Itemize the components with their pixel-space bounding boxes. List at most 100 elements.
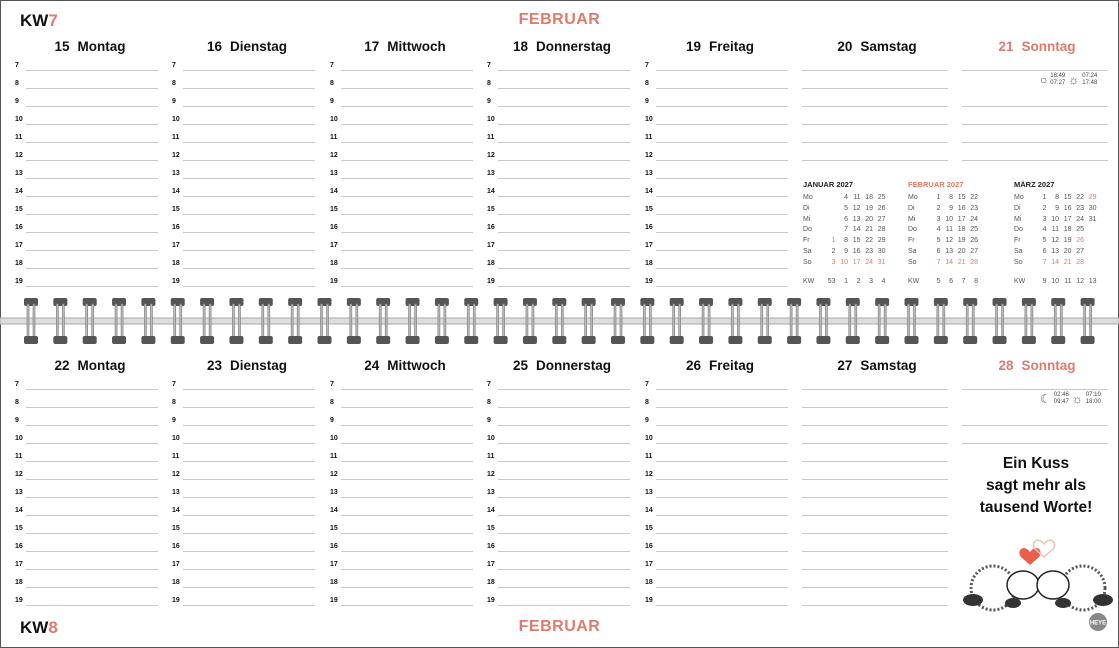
time-slot-line[interactable] bbox=[341, 214, 473, 215]
time-slot-line[interactable] bbox=[656, 160, 788, 161]
note-line[interactable] bbox=[802, 569, 948, 570]
date-cell[interactable]: 27 bbox=[1076, 247, 1084, 255]
note-line[interactable] bbox=[962, 106, 1108, 107]
time-slot-line[interactable] bbox=[498, 443, 630, 444]
time-slot-line[interactable] bbox=[656, 461, 788, 462]
time-slot-line[interactable] bbox=[26, 268, 158, 269]
time-slot-line[interactable] bbox=[341, 533, 473, 534]
time-slot-line[interactable] bbox=[341, 497, 473, 498]
date-cell[interactable]: 8 bbox=[949, 194, 953, 201]
date-cell[interactable]: 2 bbox=[831, 247, 836, 255]
time-slot-line[interactable] bbox=[656, 88, 788, 89]
time-slot-line[interactable] bbox=[656, 70, 788, 71]
time-slot-line[interactable] bbox=[656, 142, 788, 143]
time-slot-line[interactable] bbox=[341, 196, 473, 197]
time-slot-line[interactable] bbox=[183, 389, 315, 390]
note-line[interactable] bbox=[802, 533, 948, 534]
time-slot-line[interactable] bbox=[183, 214, 315, 215]
date-cell[interactable]: 14 bbox=[852, 226, 861, 234]
date-cell[interactable]: 8 bbox=[844, 237, 848, 245]
date-cell[interactable]: 10 bbox=[1051, 215, 1059, 223]
time-slot-line[interactable] bbox=[498, 160, 630, 161]
time-slot-line[interactable] bbox=[183, 587, 315, 588]
time-slot-line[interactable] bbox=[656, 425, 788, 426]
time-slot-line[interactable] bbox=[26, 196, 158, 197]
note-line[interactable] bbox=[802, 551, 948, 552]
date-cell[interactable]: 4 bbox=[936, 226, 941, 234]
date-cell[interactable]: 10 bbox=[840, 258, 848, 266]
time-slot-line[interactable] bbox=[183, 461, 315, 462]
date-cell[interactable]: 17 bbox=[957, 215, 966, 223]
date-cell[interactable]: 20 bbox=[1063, 247, 1072, 255]
time-slot-line[interactable] bbox=[656, 106, 788, 107]
date-cell[interactable]: 5 bbox=[936, 237, 941, 245]
date-cell[interactable]: 16 bbox=[1063, 204, 1072, 212]
date-cell[interactable]: 14 bbox=[1051, 258, 1059, 266]
time-slot-line[interactable] bbox=[498, 425, 630, 426]
time-slot-line[interactable] bbox=[656, 569, 788, 570]
note-line[interactable] bbox=[962, 142, 1108, 143]
date-cell[interactable]: 19 bbox=[957, 237, 966, 245]
date-cell[interactable]: 24 bbox=[970, 215, 978, 223]
time-slot-line[interactable] bbox=[498, 407, 630, 408]
time-slot-line[interactable] bbox=[341, 70, 473, 71]
note-line[interactable] bbox=[802, 479, 948, 480]
time-slot-line[interactable] bbox=[498, 106, 630, 107]
note-line[interactable] bbox=[802, 515, 948, 516]
time-slot-line[interactable] bbox=[26, 515, 158, 516]
time-slot-line[interactable] bbox=[341, 461, 473, 462]
time-slot-line[interactable] bbox=[498, 605, 630, 606]
time-slot-line[interactable] bbox=[498, 88, 630, 89]
date-cell[interactable]: 11 bbox=[945, 226, 953, 234]
date-cell[interactable]: 7 bbox=[936, 258, 941, 266]
date-cell[interactable]: 28 bbox=[1076, 258, 1084, 266]
time-slot-line[interactable] bbox=[26, 178, 158, 179]
time-slot-line[interactable] bbox=[498, 214, 630, 215]
time-slot-line[interactable] bbox=[656, 214, 788, 215]
date-cell[interactable]: 20 bbox=[957, 247, 966, 255]
time-slot-line[interactable] bbox=[656, 389, 788, 390]
time-slot-line[interactable] bbox=[341, 106, 473, 107]
date-cell[interactable]: 21 bbox=[957, 258, 966, 266]
time-slot-line[interactable] bbox=[498, 70, 630, 71]
time-slot-line[interactable] bbox=[26, 142, 158, 143]
time-slot-line[interactable] bbox=[26, 551, 158, 552]
note-line[interactable] bbox=[802, 124, 948, 125]
time-slot-line[interactable] bbox=[656, 268, 788, 269]
time-slot-line[interactable] bbox=[183, 70, 315, 71]
note-line[interactable] bbox=[802, 70, 948, 71]
note-line[interactable] bbox=[802, 461, 948, 462]
note-line[interactable] bbox=[802, 160, 948, 161]
date-cell[interactable]: 13 bbox=[852, 215, 861, 223]
note-line[interactable] bbox=[962, 124, 1108, 125]
time-slot-line[interactable] bbox=[341, 286, 473, 287]
time-slot-line[interactable] bbox=[341, 515, 473, 516]
date-cell[interactable]: 13 bbox=[945, 247, 953, 255]
time-slot-line[interactable] bbox=[341, 605, 473, 606]
date-cell[interactable]: 5 bbox=[1042, 237, 1047, 245]
time-slot-line[interactable] bbox=[656, 587, 788, 588]
time-slot-line[interactable] bbox=[183, 515, 315, 516]
date-cell[interactable]: 26 bbox=[970, 237, 978, 245]
date-cell[interactable]: 22 bbox=[1076, 194, 1084, 201]
note-line[interactable] bbox=[802, 389, 948, 390]
time-slot-line[interactable] bbox=[656, 250, 788, 251]
time-slot-line[interactable] bbox=[341, 389, 473, 390]
note-line[interactable] bbox=[962, 389, 1108, 390]
time-slot-line[interactable] bbox=[183, 551, 315, 552]
date-cell[interactable]: 27 bbox=[877, 215, 886, 223]
time-slot-line[interactable] bbox=[656, 443, 788, 444]
time-slot-line[interactable] bbox=[183, 178, 315, 179]
time-slot-line[interactable] bbox=[656, 196, 788, 197]
time-slot-line[interactable] bbox=[26, 425, 158, 426]
note-line[interactable] bbox=[802, 443, 948, 444]
time-slot-line[interactable] bbox=[26, 605, 158, 606]
time-slot-line[interactable] bbox=[183, 250, 315, 251]
date-cell[interactable]: 3 bbox=[831, 258, 836, 266]
date-cell[interactable]: 3 bbox=[936, 215, 941, 223]
date-cell[interactable]: 15 bbox=[852, 237, 861, 245]
date-cell[interactable]: 2 bbox=[936, 204, 941, 212]
date-cell[interactable]: 30 bbox=[877, 247, 886, 255]
time-slot-line[interactable] bbox=[656, 533, 788, 534]
time-slot-line[interactable] bbox=[498, 124, 630, 125]
